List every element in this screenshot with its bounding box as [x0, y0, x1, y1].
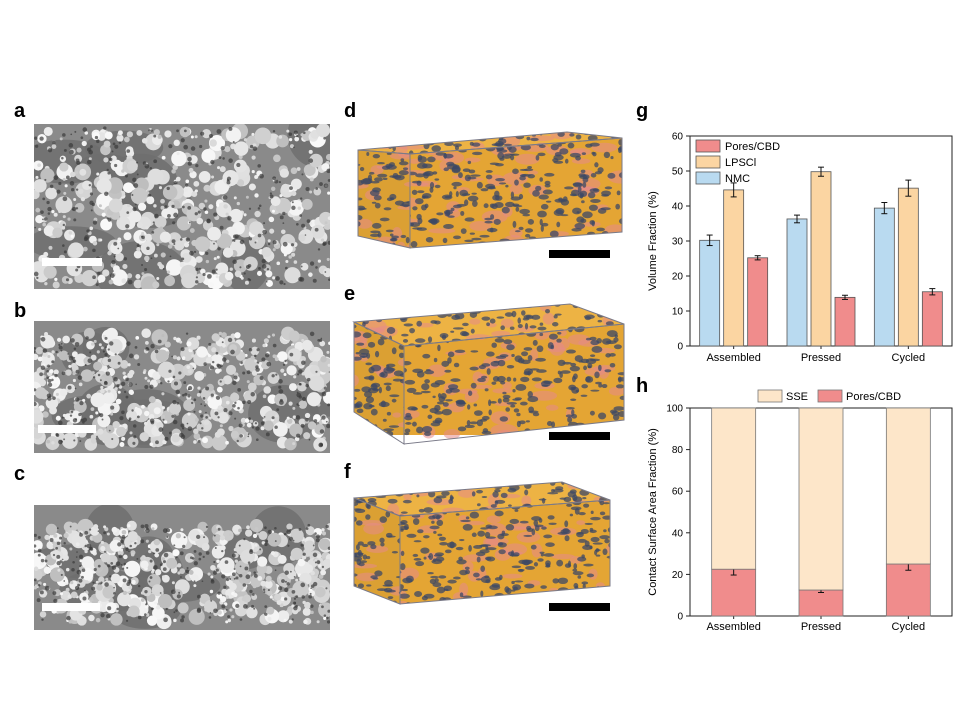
y-tick-label: 60 — [672, 487, 684, 498]
x-tick-label: Pressed — [801, 621, 841, 633]
3d-reconstruction-assembled — [352, 120, 624, 250]
bar-lpscl — [810, 171, 832, 347]
y-tick-label: 10 — [672, 307, 684, 318]
panel-label-a: a — [14, 100, 26, 122]
bar-lpscl — [897, 187, 919, 347]
y-tick-label: 30 — [672, 237, 684, 248]
stack-pores-cbd — [885, 563, 931, 617]
x-tick-label: Assembled — [706, 621, 760, 633]
x-tick-label: Cycled — [892, 621, 926, 633]
tomography-slice-assembled — [34, 124, 330, 289]
x-tick-label: Cycled — [892, 352, 926, 364]
y-tick-label: 0 — [677, 612, 683, 623]
scale-bar-c — [42, 603, 100, 611]
legend-swatch — [695, 155, 721, 169]
volume-fraction-chart: 0 10 20 30 40 50 60 Volume Fraction (%) Assemble… — [640, 120, 960, 370]
legend-swatch — [757, 389, 783, 403]
legend-entry: NMC — [725, 173, 750, 185]
x-tick-label: Assembled — [706, 352, 760, 364]
tomography-slice-cycled — [34, 505, 330, 630]
tomography-texture — [34, 124, 330, 289]
y-tick-label: 60 — [672, 132, 684, 143]
scale-bar-a — [42, 258, 102, 266]
panel-label-f: f — [344, 461, 351, 483]
panel-label-g: g — [636, 100, 649, 122]
legend-entry: Pores/CBD — [846, 391, 901, 403]
legend-entry: SSE — [786, 391, 808, 403]
bar-nmc — [699, 239, 721, 347]
y-tick-label: 40 — [672, 528, 684, 539]
stack-pores-cbd — [798, 589, 844, 617]
bar-pores-cbd — [921, 291, 943, 347]
box-render — [357, 131, 623, 249]
y-tick-label: 0 — [677, 342, 683, 353]
panel-label-h: h — [636, 375, 649, 397]
legend-entry: LPSCl — [725, 157, 756, 169]
scale-bar-e — [549, 432, 610, 440]
y-tick-label: 20 — [672, 272, 684, 283]
y-tick-label: 80 — [672, 445, 684, 456]
contact-surface-area-chart: 0 20 40 60 80 100 Contact Surface Area Fractio… — [640, 385, 960, 640]
scale-bar-f — [549, 603, 610, 611]
bar-lpscl — [723, 189, 745, 347]
stack-sse — [711, 407, 757, 570]
y-axis-label: Contact Surface Area Fraction (%) — [647, 428, 659, 596]
y-tick-label: 20 — [672, 570, 684, 581]
3d-reconstruction-cycled — [352, 478, 624, 613]
x-tick-label: Pressed — [801, 352, 841, 364]
panel-label-c: c — [14, 463, 26, 485]
tomography-texture — [34, 321, 330, 453]
bar-nmc — [873, 207, 895, 347]
legend-entry: Pores/CBD — [725, 141, 780, 153]
scale-bar-d — [549, 250, 610, 258]
y-tick-label: 40 — [672, 202, 684, 213]
panel-label-b: b — [14, 300, 27, 322]
panel-label-e: e — [344, 283, 356, 305]
y-tick-label: 100 — [666, 404, 683, 415]
stack-sse — [798, 407, 844, 591]
tomography-texture — [34, 505, 330, 630]
scale-bar-b — [38, 425, 96, 433]
box-render — [353, 481, 611, 605]
y-tick-label: 50 — [672, 167, 684, 178]
stack-sse — [885, 407, 931, 565]
3d-reconstruction-pressed — [352, 300, 625, 445]
panel-label-d: d — [344, 100, 357, 122]
legend-swatch — [695, 171, 721, 185]
tomography-slice-pressed — [34, 321, 330, 453]
bar-nmc — [786, 218, 808, 347]
legend-swatch — [817, 389, 843, 403]
bar-pores-cbd — [834, 296, 856, 347]
stack-pores-cbd — [711, 568, 757, 617]
box-render — [352, 303, 625, 445]
bar-pores-cbd — [747, 257, 769, 347]
legend-swatch — [695, 139, 721, 153]
y-axis-label: Volume Fraction (%) — [647, 191, 659, 291]
